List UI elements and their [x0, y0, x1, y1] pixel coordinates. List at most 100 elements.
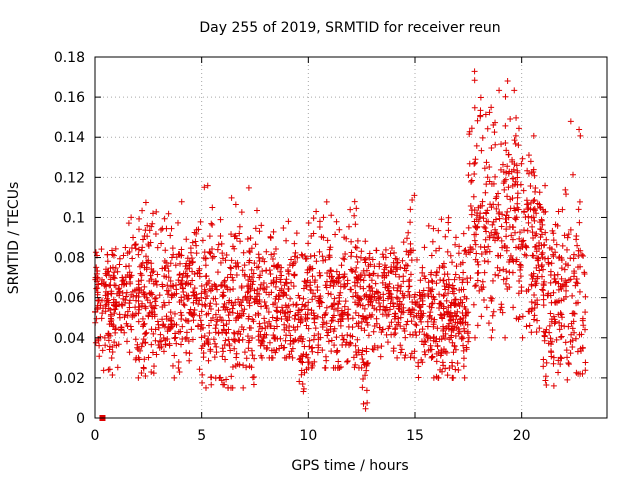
data-point	[104, 268, 111, 275]
data-point	[307, 253, 314, 260]
data-point	[452, 366, 459, 373]
data-point	[207, 374, 214, 381]
data-point	[452, 241, 459, 248]
data-point	[482, 189, 489, 196]
data-point	[465, 224, 472, 231]
data-point	[347, 332, 354, 339]
data-point	[123, 338, 130, 345]
data-point	[221, 277, 228, 284]
data-point	[388, 331, 395, 338]
data-point	[330, 312, 337, 319]
data-point	[449, 282, 456, 289]
data-point	[425, 334, 432, 341]
data-point	[516, 261, 523, 268]
data-point	[199, 324, 206, 331]
data-point	[208, 381, 215, 388]
data-point	[561, 232, 568, 239]
data-point	[263, 248, 270, 255]
data-point	[304, 306, 311, 313]
data-point	[475, 204, 482, 211]
data-point	[287, 341, 294, 348]
data-point	[371, 305, 378, 312]
data-point	[537, 203, 544, 210]
data-point	[373, 320, 380, 327]
data-point	[157, 331, 164, 338]
data-point	[354, 336, 361, 343]
data-point	[141, 356, 148, 363]
data-point	[200, 255, 207, 262]
data-point	[197, 317, 204, 324]
data-point	[214, 316, 221, 323]
data-point	[371, 342, 378, 349]
data-point	[461, 303, 468, 310]
data-point	[429, 286, 436, 293]
data-point	[573, 369, 580, 376]
data-point	[412, 321, 419, 328]
data-point	[530, 234, 537, 241]
data-point	[450, 349, 457, 356]
data-point	[450, 285, 457, 292]
data-point	[488, 104, 495, 111]
data-point	[521, 208, 528, 215]
data-point	[391, 249, 398, 256]
data-point	[233, 263, 240, 270]
data-point	[161, 257, 168, 264]
data-point	[315, 344, 322, 351]
data-point	[455, 250, 462, 257]
data-point	[93, 264, 100, 271]
data-point	[363, 348, 370, 355]
data-point	[324, 332, 331, 339]
data-point	[331, 279, 338, 286]
data-point	[487, 201, 494, 208]
data-point	[349, 324, 356, 331]
data-point	[153, 208, 160, 215]
data-point	[574, 242, 581, 249]
data-point	[178, 341, 185, 348]
data-point	[138, 277, 145, 284]
data-point	[519, 334, 526, 341]
data-point	[417, 277, 424, 284]
data-point	[493, 205, 500, 212]
data-point	[530, 132, 537, 139]
data-point	[267, 323, 274, 330]
data-point	[500, 266, 507, 273]
data-point	[571, 270, 578, 277]
data-point	[582, 309, 589, 316]
data-point	[550, 360, 557, 367]
data-point	[429, 300, 436, 307]
data-point	[200, 350, 207, 357]
data-point	[437, 300, 444, 307]
data-point	[246, 300, 253, 307]
data-point	[263, 267, 270, 274]
data-point	[286, 323, 293, 330]
data-point	[227, 264, 234, 271]
data-point	[565, 359, 572, 366]
data-point	[439, 359, 446, 366]
data-point	[505, 214, 512, 221]
data-point	[243, 355, 250, 362]
data-point	[431, 316, 438, 323]
data-point	[159, 225, 166, 232]
data-point	[219, 345, 226, 352]
data-point	[546, 329, 553, 336]
data-point	[360, 285, 367, 292]
data-point	[248, 266, 255, 273]
data-point	[362, 238, 369, 245]
data-point	[390, 284, 397, 291]
data-point	[212, 329, 219, 336]
data-point	[102, 302, 109, 309]
data-point	[345, 315, 352, 322]
data-point	[549, 338, 556, 345]
data-point	[105, 330, 112, 337]
data-point	[519, 313, 526, 320]
data-point	[189, 239, 196, 246]
data-point	[502, 139, 509, 146]
data-point	[96, 342, 103, 349]
data-point	[249, 316, 256, 323]
data-point	[372, 280, 379, 287]
data-point	[145, 313, 152, 320]
data-point	[321, 364, 328, 371]
data-point	[325, 254, 332, 261]
data-point	[294, 323, 301, 330]
data-point	[109, 264, 116, 271]
